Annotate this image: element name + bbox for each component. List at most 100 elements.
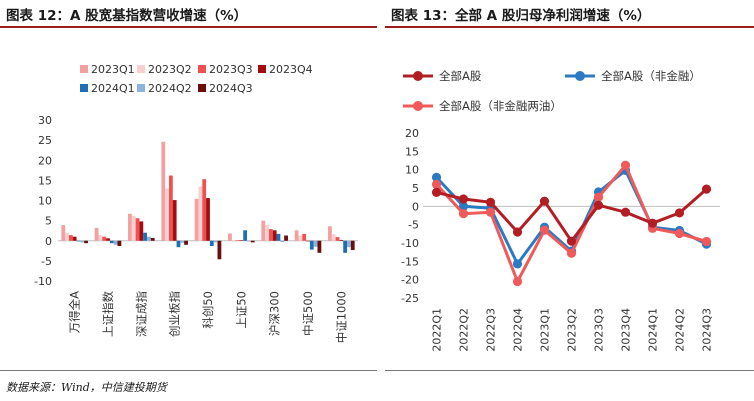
bar-2024Q1-中证1000 [343, 240, 348, 253]
right-chart-panel: 图表 13：全部 A 股归母净利润增速（%） -25 -20 -15 -10 -5 0 5 1… [385, 0, 754, 372]
series-line-全部A股（非金融两油） [435, 163, 707, 283]
legend-label: 2024Q3 [209, 82, 253, 95]
legend-label: 2023Q2 [148, 63, 192, 76]
y-tick-label: 15 [38, 174, 52, 187]
data-point-全部A股 [539, 196, 550, 206]
right-bottom-rule [385, 370, 754, 371]
legend-swatch [80, 65, 88, 73]
legend-label: 2023Q1 [91, 63, 135, 76]
x-tick-label: 2022Q3 [485, 308, 498, 352]
y-tick-label: -5 [41, 255, 52, 268]
bar-2023Q2-万得全A [65, 232, 69, 241]
bar-2023Q4-科创50 [206, 198, 210, 241]
x-category-label: 万得全A [68, 291, 82, 333]
x-tick-label: 2022Q2 [458, 308, 471, 352]
bar-2023Q1-上证指数 [94, 227, 99, 241]
data-point-全部A股 [593, 200, 604, 210]
left-chart-panel: 图表 12：A 股宽基指数营收增速（%） -10 -5 0 5 10 15 20 25 30 万得… [0, 0, 377, 372]
legend-label: 全部A股（非金融两油） [439, 99, 562, 113]
bar-2023Q4-深证成指 [139, 221, 144, 241]
y-tick-label: -10 [401, 237, 419, 250]
bar-2023Q1-深证成指 [128, 213, 132, 241]
legend-marker [413, 71, 423, 81]
x-tick-label: 2022Q1 [431, 308, 444, 352]
data-point-全部A股（非金融） [431, 172, 442, 182]
legend-swatch [198, 84, 206, 92]
bar-2024Q2-中证1000 [347, 240, 351, 248]
bar-2023Q3-上证50 [235, 240, 240, 241]
x-category-label: 上证指数 [101, 291, 115, 337]
bar-2024Q3-沪深300 [284, 235, 288, 241]
bar-2023Q4-中证1000 [339, 239, 344, 241]
data-point-全部A股（非金融两油） [512, 276, 523, 287]
x-tick-label: 2024Q1 [647, 308, 660, 352]
x-tick-label: 2023Q3 [593, 308, 606, 352]
y-tick-label: 10 [38, 195, 52, 208]
bar-2024Q1-深证成指 [143, 232, 148, 241]
legend-label: 2024Q1 [91, 82, 135, 95]
right-chart-title: 图表 13：全部 A 股归母净利润增速（%） [391, 8, 651, 24]
bar-2023Q3-万得全A [68, 235, 73, 241]
data-point-全部A股 [701, 184, 712, 194]
x-tick-label: 2023Q2 [566, 308, 579, 352]
bar-2024Q2-创业板指 [180, 240, 185, 243]
legend-label: 2024Q2 [148, 82, 192, 95]
data-point-全部A股 [512, 227, 523, 237]
data-point-全部A股（非金融两油） [458, 209, 469, 219]
bar-2023Q2-科创50 [198, 186, 203, 241]
bar-2023Q4-创业板指 [172, 200, 177, 241]
left-bottom-rule [0, 370, 377, 371]
bar-2023Q3-上证指数 [102, 236, 107, 241]
right-title-rule [385, 26, 754, 28]
x-tick-label: 2023Q1 [539, 308, 552, 352]
data-point-全部A股 [485, 197, 496, 207]
bar-2024Q1-中证500 [309, 240, 314, 250]
bar-2023Q3-创业板指 [168, 175, 173, 241]
y-tick-label: 0 [412, 200, 419, 213]
bar-2023Q2-中证500 [298, 235, 303, 241]
x-category-label: 上证50 [234, 291, 248, 329]
series-line-全部A股 [436, 187, 708, 243]
data-point-全部A股（非金融两油） [539, 225, 550, 235]
revenue-growth-bar-chart: -10 -5 0 5 10 15 20 25 30 万得全A 上证指数 深证成指 创业板指 科创50 上证5… [34, 63, 358, 343]
legend-swatch [137, 84, 145, 92]
data-point-全部A股 [431, 187, 442, 197]
bar-2023Q3-沪深300 [268, 229, 273, 241]
bar-2024Q2-科创50 [213, 240, 218, 243]
bar-2024Q3-中证1000 [350, 240, 355, 251]
bar-2023Q1-中证500 [294, 230, 299, 241]
data-point-全部A股 [458, 194, 469, 204]
y-tick-label: -25 [401, 292, 419, 305]
bar-2024Q1-上证50 [243, 230, 248, 241]
bar-2024Q1-沪深300 [276, 233, 281, 241]
bar-2023Q1-上证50 [228, 233, 232, 241]
bar-2023Q2-上证50 [231, 239, 236, 241]
legend-marker [575, 71, 585, 81]
y-tick-label: 20 [38, 154, 52, 167]
y-tick-label: -10 [34, 275, 52, 288]
legend-swatch [198, 65, 206, 73]
bar-2024Q2-上证指数 [113, 240, 118, 245]
y-tick-label: -20 [401, 274, 419, 287]
data-point-全部A股 [674, 208, 685, 218]
data-point-全部A股（非金融两油） [485, 207, 496, 217]
bar-2023Q1-中证1000 [328, 226, 332, 241]
legend-swatch [80, 84, 88, 92]
bar-2024Q2-沪深300 [280, 240, 285, 242]
legend-label: 2023Q4 [269, 63, 313, 76]
bar-2023Q2-中证1000 [331, 234, 336, 241]
bar-2024Q2-深证成指 [147, 236, 151, 241]
bar-2024Q3-上证50 [250, 240, 255, 243]
bar-2023Q2-沪深300 [265, 224, 269, 241]
legend-label: 全部A股（非金融） [601, 69, 701, 83]
bar-2023Q1-科创50 [194, 198, 199, 241]
y-tick-label: 5 [412, 182, 419, 195]
bar-2023Q4-万得全A [72, 236, 77, 241]
bar-2024Q3-中证500 [317, 240, 322, 253]
x-tick-label: 2022Q4 [512, 308, 525, 352]
bar-2023Q3-深证成指 [135, 218, 140, 241]
bar-2024Q3-深证成指 [150, 237, 155, 241]
bar-2024Q3-上证指数 [117, 240, 122, 246]
bar-2024Q1-创业板指 [176, 240, 181, 248]
bar-2023Q3-中证500 [302, 233, 307, 241]
